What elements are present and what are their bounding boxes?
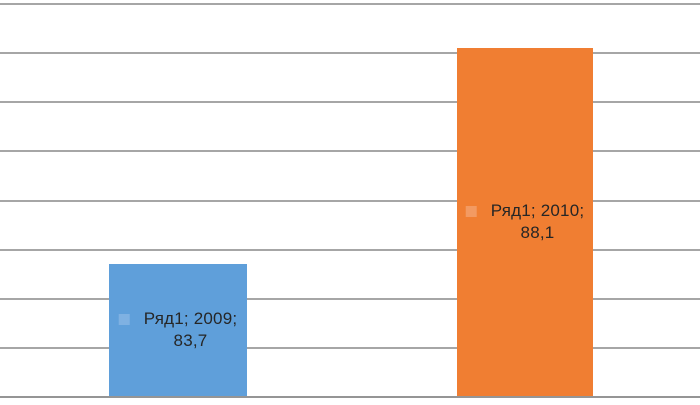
gridline — [0, 101, 700, 103]
data-label-line1: Ряд1; 2010; — [490, 201, 585, 220]
data-label-2009[interactable]: Ряд1; 2009; 83,7 — [118, 308, 238, 352]
legend-key-icon — [118, 314, 130, 325]
data-label-line1: Ряд1; 2009; — [143, 309, 238, 328]
gridline — [0, 52, 700, 54]
gridline — [0, 150, 700, 152]
gridline — [0, 3, 700, 5]
data-label-line2: 88,1 — [520, 223, 555, 242]
gridline — [0, 249, 700, 251]
legend-key-icon — [465, 206, 477, 217]
bar-2010[interactable]: Ряд1; 2010; 88,1 — [457, 48, 593, 396]
gridline — [0, 347, 700, 349]
data-label-text: Ряд1; 2010; 88,1 — [491, 200, 585, 244]
gridline — [0, 298, 700, 300]
x-axis-line — [0, 396, 700, 398]
data-label-text: Ряд1; 2009; 83,7 — [144, 308, 238, 352]
gridline — [0, 200, 700, 202]
data-label-2010[interactable]: Ряд1; 2010; 88,1 — [465, 200, 585, 244]
data-label-line2: 83,7 — [173, 331, 208, 350]
bar-2009[interactable]: Ряд1; 2009; 83,7 — [109, 264, 247, 396]
